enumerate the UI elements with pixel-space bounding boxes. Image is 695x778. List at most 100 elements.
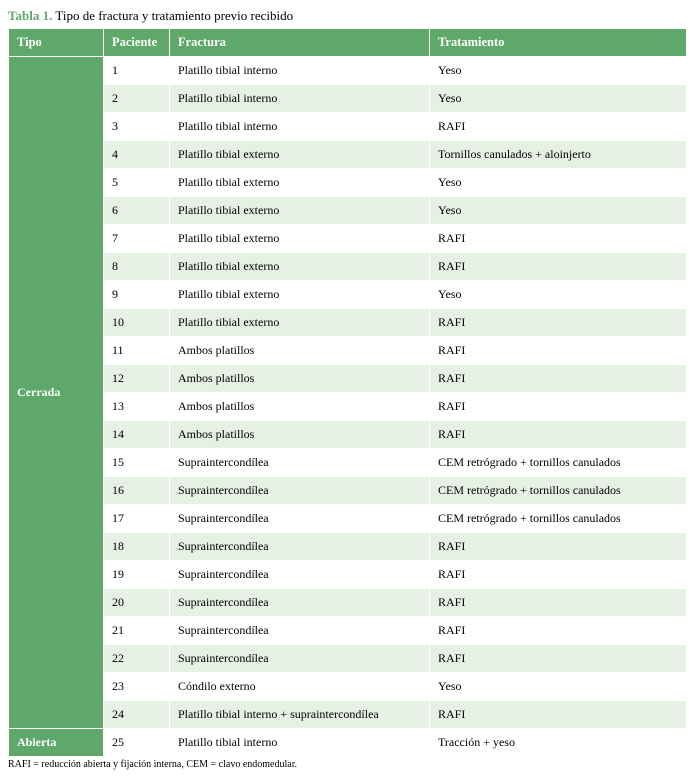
table-row: 4Platillo tibial externoTornillos canula… [9, 141, 687, 169]
tratamiento-cell: RAFI [430, 589, 687, 617]
table-row: 22SupraintercondíleaRAFI [9, 645, 687, 673]
tratamiento-cell: Yeso [430, 673, 687, 701]
table-row: 24Platillo tibial interno + suprainterco… [9, 701, 687, 729]
tratamiento-cell: RAFI [430, 617, 687, 645]
table-row: 5Platillo tibial externoYeso [9, 169, 687, 197]
tratamiento-cell: RAFI [430, 421, 687, 449]
paciente-cell: 2 [104, 85, 170, 113]
tratamiento-cell: RAFI [430, 393, 687, 421]
paciente-cell: 9 [104, 281, 170, 309]
paciente-cell: 5 [104, 169, 170, 197]
paciente-cell: 16 [104, 477, 170, 505]
tratamiento-cell: CEM retrógrado + tornillos canulados [430, 505, 687, 533]
tratamiento-cell: RAFI [430, 365, 687, 393]
fractura-cell: Supraintercondílea [170, 533, 430, 561]
paciente-cell: 4 [104, 141, 170, 169]
tratamiento-cell: Yeso [430, 281, 687, 309]
tratamiento-cell: CEM retrógrado + tornillos canulados [430, 477, 687, 505]
paciente-cell: 8 [104, 253, 170, 281]
tratamiento-cell: CEM retrógrado + tornillos canulados [430, 449, 687, 477]
fractura-cell: Supraintercondílea [170, 617, 430, 645]
tratamiento-cell: Yeso [430, 197, 687, 225]
fractura-cell: Ambos platillos [170, 337, 430, 365]
fractura-cell: Platillo tibial externo [170, 141, 430, 169]
tratamiento-cell: Tornillos canulados + aloinjerto [430, 141, 687, 169]
tratamiento-cell: RAFI [430, 253, 687, 281]
tratamiento-cell: RAFI [430, 309, 687, 337]
table-row: Abierta25Platillo tibial internoTracción… [9, 729, 687, 757]
fractura-cell: Cóndilo externo [170, 673, 430, 701]
fractura-cell: Platillo tibial interno [170, 85, 430, 113]
tipo-cell: Cerrada [9, 57, 104, 729]
tratamiento-cell: Yeso [430, 57, 687, 85]
paciente-cell: 25 [104, 729, 170, 757]
fractura-cell: Supraintercondílea [170, 449, 430, 477]
fracture-table: Tipo Paciente Fractura Tratamiento Cerra… [8, 28, 687, 757]
fractura-cell: Ambos platillos [170, 365, 430, 393]
table-row: 12Ambos platillosRAFI [9, 365, 687, 393]
paciente-cell: 23 [104, 673, 170, 701]
paciente-cell: 1 [104, 57, 170, 85]
fractura-cell: Ambos platillos [170, 393, 430, 421]
tratamiento-cell: RAFI [430, 645, 687, 673]
table-caption: Tabla 1. Tipo de fractura y tratamiento … [8, 8, 687, 24]
fractura-cell: Platillo tibial externo [170, 225, 430, 253]
table-row: 16SupraintercondíleaCEM retrógrado + tor… [9, 477, 687, 505]
tratamiento-cell: RAFI [430, 533, 687, 561]
table-row: 21SupraintercondíleaRAFI [9, 617, 687, 645]
table-row: 10Platillo tibial externoRAFI [9, 309, 687, 337]
table-row: 17SupraintercondíleaCEM retrógrado + tor… [9, 505, 687, 533]
table-row: Cerrada1Platillo tibial internoYeso [9, 57, 687, 85]
col-header-paciente: Paciente [104, 29, 170, 57]
tipo-cell: Abierta [9, 729, 104, 757]
paciente-cell: 6 [104, 197, 170, 225]
fractura-cell: Platillo tibial interno + supraintercond… [170, 701, 430, 729]
paciente-cell: 22 [104, 645, 170, 673]
table-row: 20SupraintercondíleaRAFI [9, 589, 687, 617]
paciente-cell: 3 [104, 113, 170, 141]
fractura-cell: Platillo tibial interno [170, 729, 430, 757]
paciente-cell: 19 [104, 561, 170, 589]
paciente-cell: 12 [104, 365, 170, 393]
col-header-tipo: Tipo [9, 29, 104, 57]
table-footnote: RAFI = reducción abierta y fijación inte… [8, 759, 687, 770]
table-row: 14Ambos platillosRAFI [9, 421, 687, 449]
paciente-cell: 18 [104, 533, 170, 561]
fractura-cell: Platillo tibial externo [170, 309, 430, 337]
table-row: 19SupraintercondíleaRAFI [9, 561, 687, 589]
paciente-cell: 11 [104, 337, 170, 365]
table-row: 13Ambos platillosRAFI [9, 393, 687, 421]
paciente-cell: 13 [104, 393, 170, 421]
fractura-cell: Supraintercondílea [170, 561, 430, 589]
table-row: 3Platillo tibial internoRAFI [9, 113, 687, 141]
table-row: 9Platillo tibial externoYeso [9, 281, 687, 309]
caption-label: Tabla 1. [8, 8, 52, 23]
col-header-fractura: Fractura [170, 29, 430, 57]
table-row: 8Platillo tibial externoRAFI [9, 253, 687, 281]
tratamiento-cell: RAFI [430, 701, 687, 729]
tratamiento-cell: Yeso [430, 169, 687, 197]
paciente-cell: 15 [104, 449, 170, 477]
paciente-cell: 20 [104, 589, 170, 617]
caption-text: Tipo de fractura y tratamiento previo re… [55, 8, 293, 23]
table-row: 18SupraintercondíleaRAFI [9, 533, 687, 561]
fractura-cell: Platillo tibial interno [170, 57, 430, 85]
tratamiento-cell: Tracción + yeso [430, 729, 687, 757]
paciente-cell: 21 [104, 617, 170, 645]
tratamiento-cell: RAFI [430, 113, 687, 141]
tratamiento-cell: Yeso [430, 85, 687, 113]
fractura-cell: Ambos platillos [170, 421, 430, 449]
paciente-cell: 14 [104, 421, 170, 449]
table-row: 6Platillo tibial externoYeso [9, 197, 687, 225]
fractura-cell: Platillo tibial externo [170, 281, 430, 309]
table-row: 11Ambos platillosRAFI [9, 337, 687, 365]
table-row: 23Cóndilo externoYeso [9, 673, 687, 701]
tratamiento-cell: RAFI [430, 225, 687, 253]
fractura-cell: Supraintercondílea [170, 645, 430, 673]
paciente-cell: 10 [104, 309, 170, 337]
fractura-cell: Platillo tibial externo [170, 253, 430, 281]
fractura-cell: Supraintercondílea [170, 589, 430, 617]
table-row: 15SupraintercondíleaCEM retrógrado + tor… [9, 449, 687, 477]
paciente-cell: 7 [104, 225, 170, 253]
fractura-cell: Platillo tibial externo [170, 169, 430, 197]
